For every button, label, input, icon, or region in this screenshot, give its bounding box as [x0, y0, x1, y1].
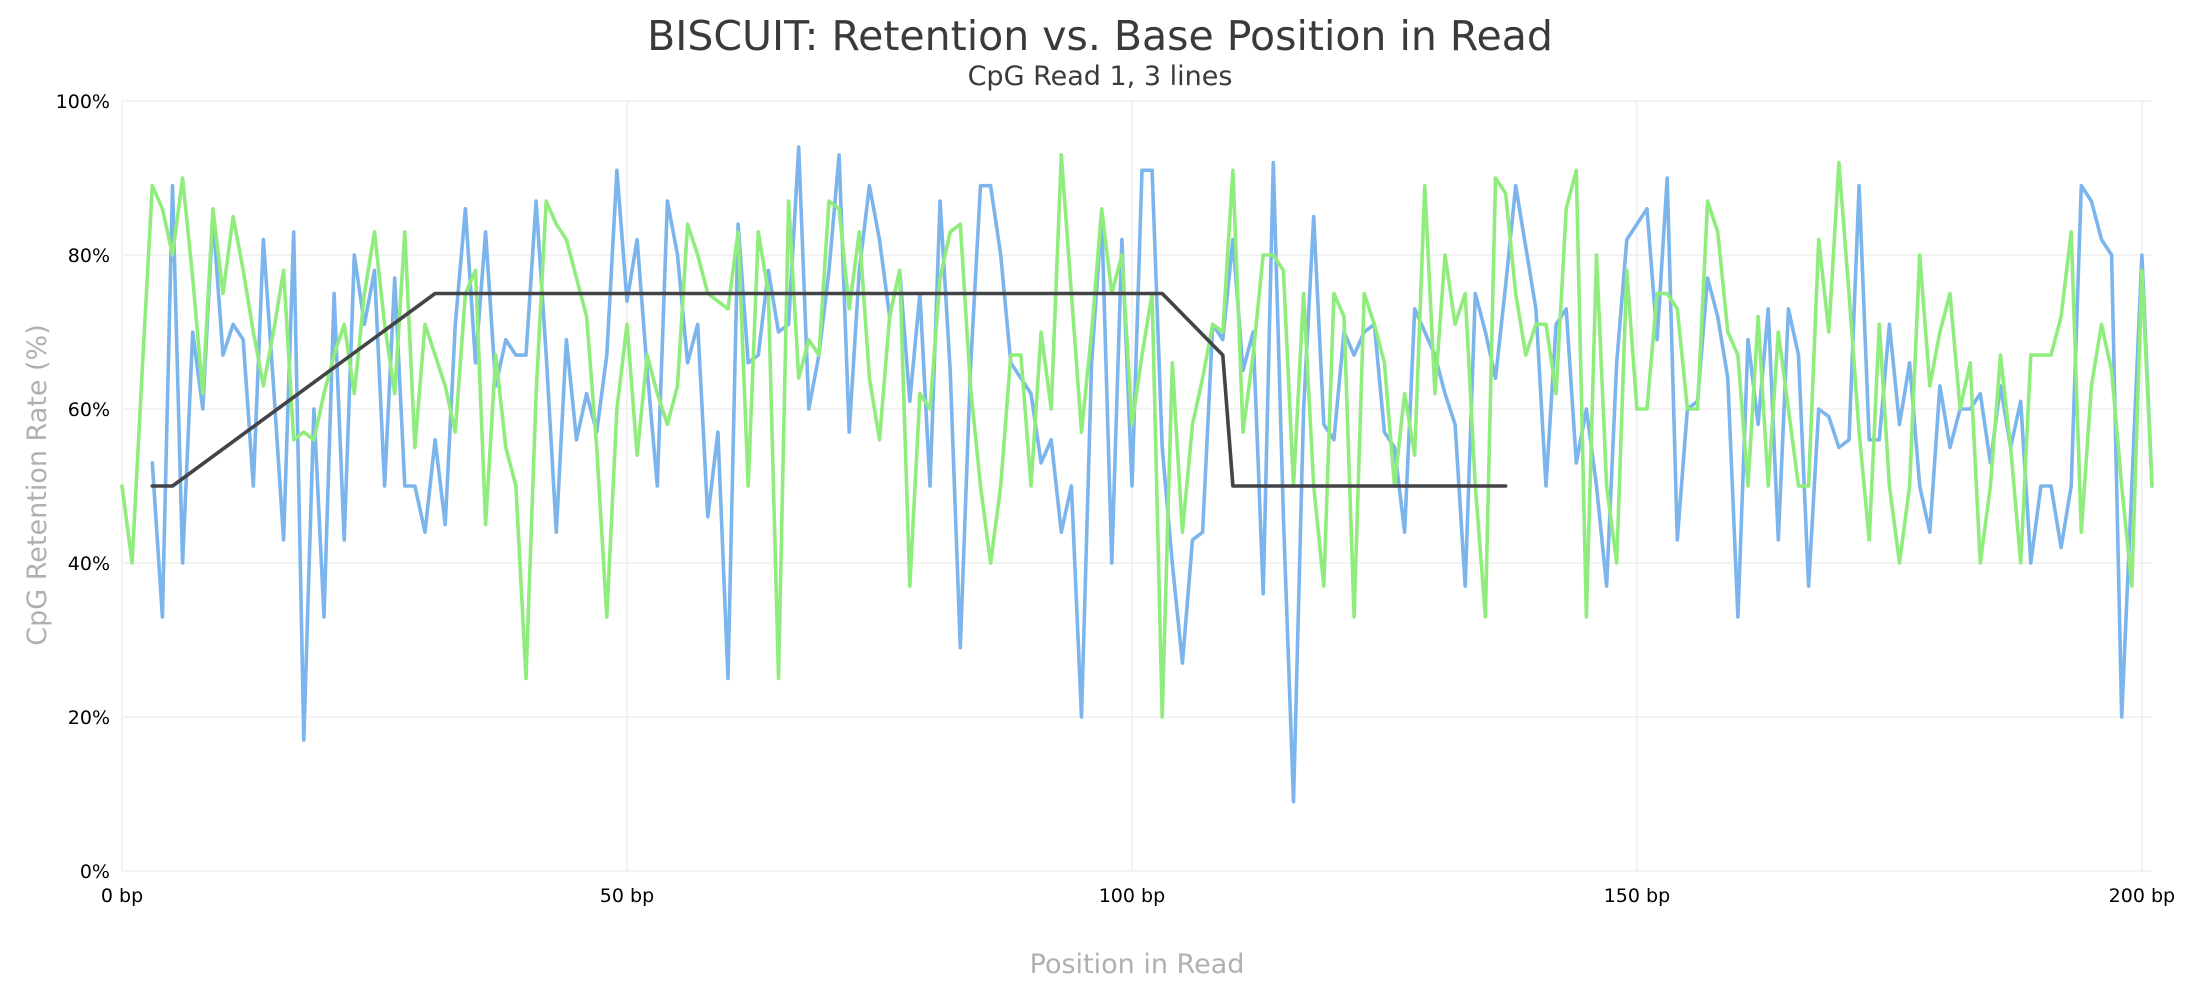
chart-title: BISCUIT: Retention vs. Base Position in … — [647, 12, 1553, 60]
x-tick-label: 200 bp — [2109, 885, 2175, 907]
x-tick-label: 50 bp — [600, 885, 654, 907]
y-tick-label: 80% — [68, 245, 110, 267]
y-axis-ticks: 0% 20% 40% 60% 80% 100% — [56, 91, 110, 883]
x-axis-ticks: 0 bp 50 bp 100 bp 150 bp 200 bp — [101, 885, 2175, 907]
x-tick-label: 150 bp — [1604, 885, 1670, 907]
x-tick-label: 100 bp — [1099, 885, 1165, 907]
y-tick-label: 0% — [80, 861, 110, 883]
y-tick-label: 40% — [68, 553, 110, 575]
grid-lines — [121, 100, 2152, 872]
series-line-3 — [150, 291, 1508, 488]
x-tick-label: 0 bp — [101, 885, 143, 907]
series-line-1 — [150, 145, 2154, 804]
series-lines — [120, 145, 2154, 804]
y-axis-title: CpG Retention Rate (%) — [22, 324, 53, 645]
y-tick-label: 60% — [68, 399, 110, 421]
x-axis-title: Position in Read — [1030, 949, 1245, 980]
chart-subtitle: CpG Read 1, 3 lines — [968, 61, 1233, 92]
y-tick-label: 20% — [68, 707, 110, 729]
series-line-2 — [120, 153, 2154, 719]
y-tick-label: 100% — [56, 91, 110, 113]
